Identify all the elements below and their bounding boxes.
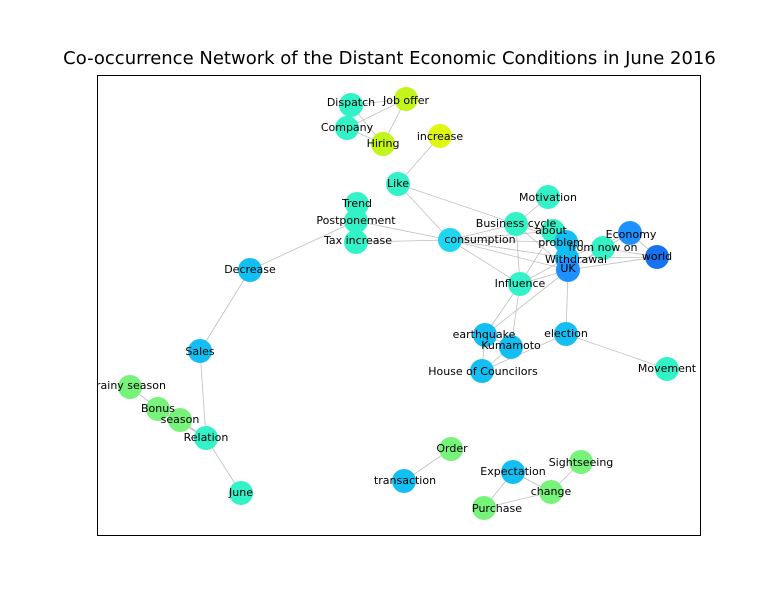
node-increase [428,124,452,148]
node-trend [345,192,369,216]
network-frame [97,75,701,536]
node-label-trend: Trend [341,197,372,210]
node-influence [508,272,532,296]
edge-uk-world [567,256,658,271]
node-label-purchase: Purchase [472,502,522,515]
node-decrease [238,258,262,282]
node-label-sales: Sales [185,345,215,358]
node-purchase [472,496,496,520]
node-sales [188,339,212,363]
node-motivation [536,185,560,209]
edge-consumption-influence [449,239,521,285]
node-label-hiring: Hiring [367,137,400,150]
node-label-kumamoto: Kumamoto [481,339,541,352]
node-label-influence: Influence [495,277,546,290]
chart-title: Co-occurrence Network of the Distant Eco… [63,48,716,69]
node-change [539,480,563,504]
node-label-order: Order [436,442,468,455]
node-election [554,322,578,346]
edge-decrease-sales [199,269,251,352]
edge-uk-earthquake [484,269,569,336]
node-economy [618,221,642,245]
node-label-decrease: Decrease [224,263,276,276]
node-label-postponement: Postponement [316,214,396,227]
node-relation [194,426,218,450]
edge-postponement-consumption [355,220,451,241]
node-order [439,437,463,461]
node-layer: Dispatch Job offer Company Hiring increase Li… [96,87,697,520]
node-consumption [438,228,462,252]
node-label-relation: Relation [184,431,229,444]
node-taxincrease [344,230,368,254]
node-label-increase: increase [417,130,464,143]
edge-consumption-about [449,230,554,241]
edge-like-consumption [397,183,451,241]
node-label-withdrawal: Withdrawal [545,253,607,266]
node-label-consumption: consumption [444,233,515,246]
node-label-joboffer: Job offer [382,94,430,107]
node-transaction [392,469,416,493]
node-label-problem: problem [538,236,584,249]
node-label-about: about [535,224,567,237]
node-label-earthquake: earthquake [453,328,516,341]
node-label-transaction: transaction [374,474,436,487]
node-label-like: Like [387,177,409,190]
node-label-world: world [642,250,672,263]
node-earthquake [473,323,497,347]
node-label-bonus: Bonus [141,402,175,415]
node-houseofcouncilors [470,359,494,383]
node-label-rainyseason: rainy season [96,379,166,392]
node-uk [556,258,580,282]
node-label-company: Company [321,121,374,134]
node-label-economy: Economy [606,228,657,241]
node-kumamoto [499,335,523,359]
node-label-election: election [544,327,588,340]
node-season [168,408,192,432]
node-label-change: change [531,485,572,498]
edge-consumption-withdrawal [449,239,568,259]
edge-sales-relation [199,350,207,439]
node-sightseeing [569,450,593,474]
node-movement [655,357,679,381]
node-expectation [501,460,525,484]
node-label-sightseeing: Sightseeing [549,456,614,469]
node-like [386,172,410,196]
node-postponement [344,209,368,233]
edge-consumption-uk [449,239,569,271]
node-fromnowon [591,236,615,260]
node-bonus [146,397,170,421]
node-label-motivation: Motivation [519,191,577,204]
node-dispatch [339,93,363,117]
node-joboffer [394,87,418,111]
node-rainyseason [118,375,142,399]
edge-election-houseofcouncilors [481,333,567,372]
node-world [645,245,669,269]
node-label-dispatch: Dispatch [327,96,375,109]
node-label-houseofcouncilors: House of Councilors [428,365,538,378]
node-label-season: season [161,413,200,426]
edge-like-businesscycle [397,183,517,225]
edge-election-movement [565,333,668,370]
edge-taxincrease-consumption [355,239,451,243]
edge-postponement-decrease [249,220,357,271]
node-label-movement: Movement [638,362,697,375]
node-businesscycle [504,212,528,236]
node-label-expectation: Expectation [480,465,545,478]
node-hiring [371,132,395,156]
node-company [335,116,359,140]
node-june [229,481,253,505]
node-label-businesscycle: Business cycle [476,217,557,230]
node-label-taxincrease: Tax increase [323,234,392,247]
node-label-june: June [228,486,253,499]
node-label-uk: UK [560,262,576,275]
node-label-fromnowon: from now on [569,241,638,254]
edge-withdrawal-world [566,256,658,259]
